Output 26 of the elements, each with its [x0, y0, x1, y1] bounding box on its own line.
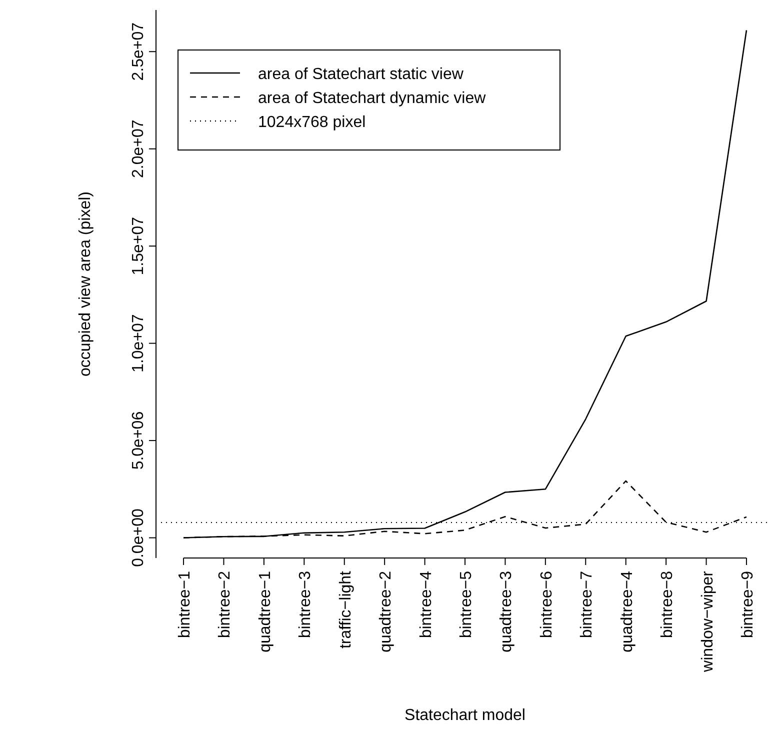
x-tick-label: window−wiper [699, 570, 716, 673]
x-tick-label: quadtree−4 [618, 570, 636, 652]
y-tick-label: 5.0e+06 [130, 411, 147, 470]
x-tick-label: bintree−8 [659, 570, 676, 638]
x-tick-label: traffic−light [337, 570, 354, 649]
y-tick-label: 0.0e+00 [130, 508, 147, 567]
y-tick-label: 2.0e+07 [130, 120, 147, 178]
x-tick-label: bintree−1 [176, 570, 194, 638]
x-tick-label: bintree−9 [739, 570, 756, 638]
x-tick-label: quadtree−1 [256, 570, 274, 652]
x-tick-label: bintree−2 [216, 570, 234, 638]
y-axis-title: occupied view area (pixel) [77, 192, 94, 376]
x-tick-label: quadtree−3 [498, 570, 516, 652]
legend-label: area of Statechart dynamic view [258, 90, 486, 107]
x-axis-title: Statechart model [404, 707, 526, 724]
y-tick-label: 1.0e+07 [130, 314, 147, 372]
x-tick-label: bintree−7 [578, 570, 596, 638]
x-tick-label: bintree−4 [418, 570, 435, 638]
y-tick-label: 1.5e+07 [130, 216, 147, 276]
x-tick-label: quadtree−2 [378, 570, 395, 652]
x-tick-label: bintree−5 [458, 570, 475, 638]
x-tick-label: bintree−6 [538, 570, 556, 638]
legend-label: area of Statechart static view [258, 66, 464, 83]
legend-label: 1024x768 pixel [258, 114, 366, 131]
y-tick-label: 2.5e+07 [130, 22, 147, 81]
x-tick-label: bintree−3 [297, 570, 314, 638]
